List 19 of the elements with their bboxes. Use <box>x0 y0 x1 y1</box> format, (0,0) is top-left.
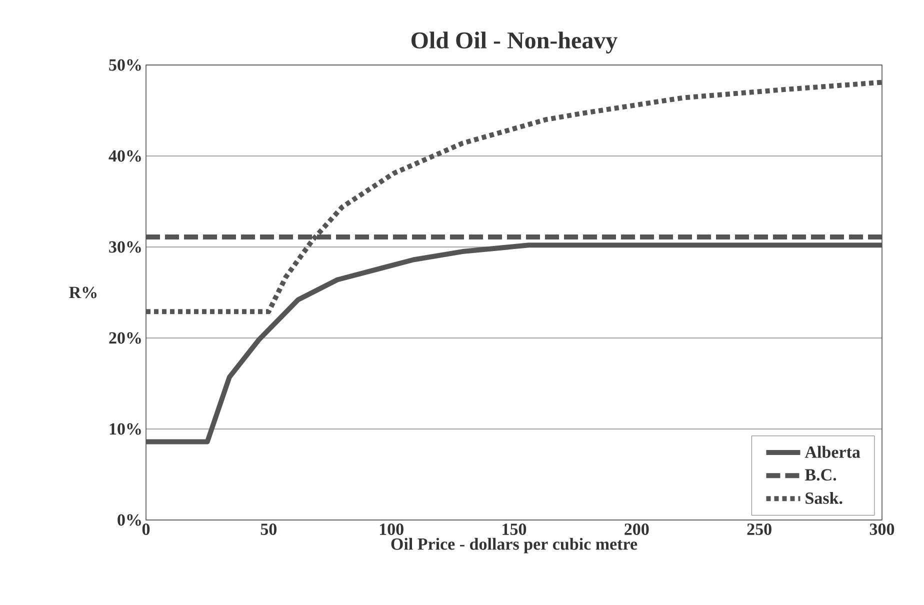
x-tick-label: 0 <box>142 524 150 535</box>
x-tick-label: 100 <box>380 524 404 535</box>
y-tick-label: 20% <box>109 332 141 344</box>
x-tick-label: 150 <box>502 524 526 535</box>
legend-label: Alberta <box>804 446 860 458</box>
y-tick-label: 40% <box>108 150 141 162</box>
chart-title: Old Oil - Non-heavy <box>412 32 618 54</box>
legend-label: B.C. <box>805 469 836 481</box>
y-tick-label: 50% <box>109 59 141 71</box>
x-tick-label: 200 <box>624 524 649 535</box>
y-axis-title: R% <box>69 286 96 298</box>
y-tick-label: 0% <box>118 514 141 526</box>
x-tick-label: 250 <box>747 524 772 535</box>
x-tick-label: 300 <box>870 524 894 535</box>
y-tick-label: 30% <box>109 241 141 253</box>
legend-label: Sask. <box>806 492 842 504</box>
y-tick-label: 10% <box>110 423 141 435</box>
x-tick-label: 50 <box>260 524 277 535</box>
x-axis-title: Oil Price - dollars per cubic metre <box>391 538 638 554</box>
